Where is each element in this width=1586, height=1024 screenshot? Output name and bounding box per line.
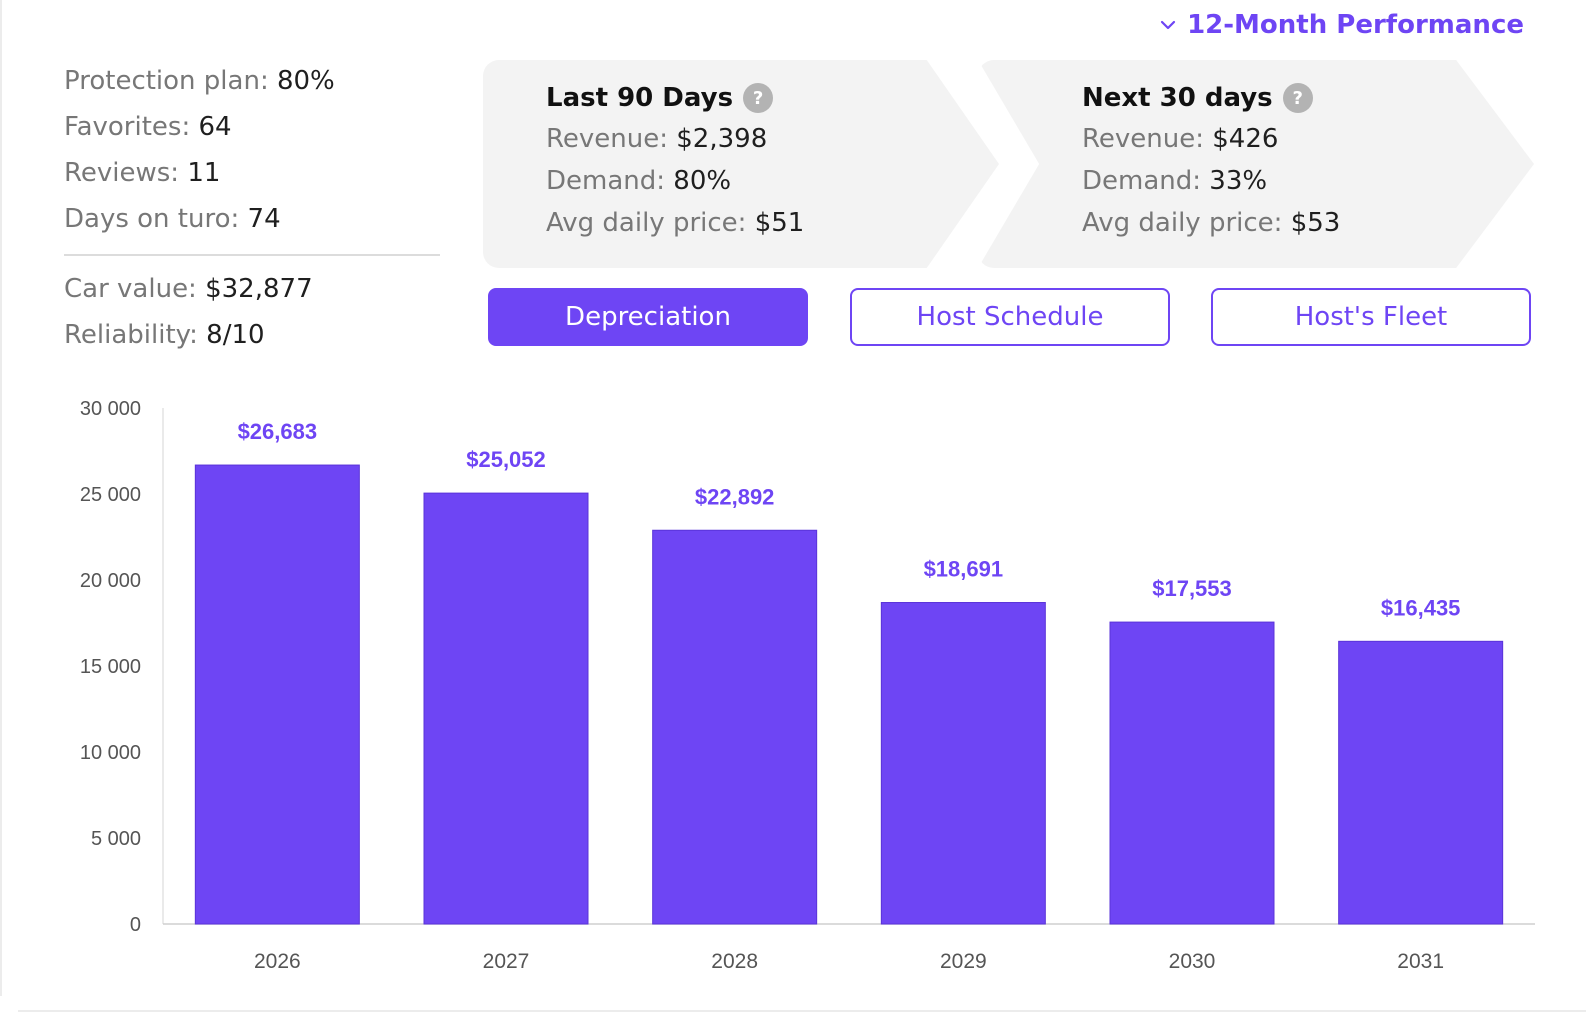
next30-demand: Demand: 33%	[1082, 166, 1268, 196]
next30-avg-daily-price: Avg daily price: $53	[1082, 208, 1341, 238]
x-tick-label: 2029	[940, 950, 987, 973]
performance-toggle-label: 12-Month Performance	[1187, 10, 1524, 40]
performance-toggle[interactable]: 12-Month Performance	[1159, 10, 1524, 40]
help-icon[interactable]: ?	[743, 83, 774, 113]
x-tick-label: 2027	[483, 950, 530, 973]
bar-2028[interactable]	[652, 529, 818, 925]
y-tick-label: 20 000	[80, 570, 141, 592]
bar-2031[interactable]	[1338, 640, 1504, 925]
chevron-down-icon	[1160, 20, 1176, 30]
bar-value-label: $16,435	[1381, 595, 1461, 620]
bottom-border	[18, 1010, 1586, 1012]
tab-host-schedule[interactable]: Host Schedule	[850, 288, 1170, 346]
y-tick-label: 15 000	[80, 656, 141, 678]
left-border	[0, 0, 2, 996]
stats-divider	[64, 254, 440, 256]
bar-2026[interactable]	[194, 464, 360, 925]
stat-days-on-turo: Days on turo: 74	[64, 204, 281, 234]
last-90-days-card: Last 90 Days ? Revenue: $2,398 Demand: 8…	[483, 60, 999, 268]
tab-hosts-fleet[interactable]: Host's Fleet	[1211, 288, 1531, 346]
x-tick-label: 2030	[1169, 950, 1216, 973]
x-tick-label: 2031	[1397, 950, 1444, 973]
bar-value-label: $17,553	[1152, 576, 1232, 601]
bar-value-label: $26,683	[238, 419, 318, 444]
stat-reliability: Reliability: 8/10	[64, 320, 265, 350]
bar-2029[interactable]	[880, 602, 1046, 925]
bar-value-label: $18,691	[924, 557, 1004, 582]
y-tick-label: 30 000	[80, 398, 141, 420]
stat-reviews: Reviews: 11	[64, 158, 221, 188]
bar-2027[interactable]	[423, 492, 589, 925]
next30-revenue: Revenue: $426	[1082, 124, 1279, 154]
last90-revenue: Revenue: $2,398	[546, 124, 768, 154]
last90-demand: Demand: 80%	[546, 166, 732, 196]
y-tick-label: 5 000	[91, 828, 141, 850]
next-30-days-card: Next 30 days ? Revenue: $426 Demand: 33%…	[978, 60, 1534, 268]
help-icon[interactable]: ?	[1282, 83, 1313, 113]
last90-avg-daily-price: Avg daily price: $51	[546, 208, 805, 238]
bar-2030[interactable]	[1109, 621, 1275, 925]
x-tick-label: 2026	[254, 950, 301, 973]
stat-favorites: Favorites: 64	[64, 112, 232, 142]
next-30-days-title: Next 30 days	[1082, 83, 1273, 113]
y-tick-label: 25 000	[80, 484, 141, 506]
stat-protection-plan: Protection plan: 80%	[64, 66, 335, 96]
vehicle-stats: Protection plan: 80% Favorites: 64 Revie…	[64, 58, 440, 358]
x-tick-label: 2028	[711, 950, 758, 973]
bar-value-label: $22,892	[695, 484, 775, 509]
bar-value-label: $25,052	[466, 447, 546, 472]
stat-car-value: Car value: $32,877	[64, 274, 313, 304]
last-90-days-title: Last 90 Days	[546, 83, 734, 113]
tab-depreciation[interactable]: Depreciation	[488, 288, 808, 346]
y-tick-label: 10 000	[80, 742, 141, 764]
y-tick-label: 0	[130, 914, 141, 936]
